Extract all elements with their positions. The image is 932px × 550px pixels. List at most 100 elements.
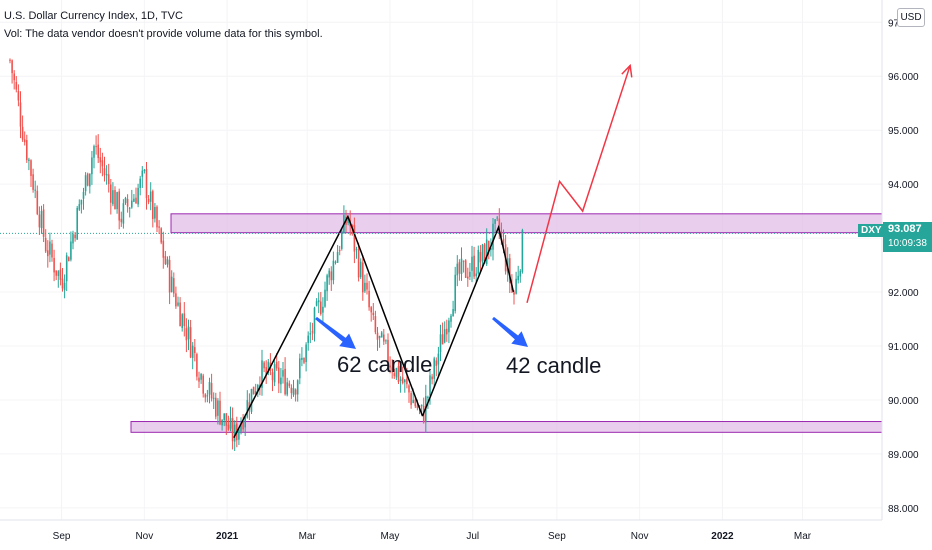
candle-body	[280, 377, 282, 385]
candle-body	[110, 184, 112, 203]
candle-body	[364, 282, 366, 292]
candle-body	[149, 191, 152, 202]
y-tick-label: 95.000	[888, 126, 919, 137]
last-price-value: 93.087	[888, 223, 922, 235]
candle-body	[372, 312, 375, 316]
candle-body	[292, 388, 295, 395]
candle-body	[368, 290, 370, 308]
candle-body	[93, 146, 95, 158]
candle-body	[196, 354, 198, 377]
candle-body	[330, 271, 333, 281]
candle-body	[485, 239, 488, 265]
candle-body	[385, 340, 387, 342]
y-tick-label: 91.000	[888, 342, 919, 353]
candle-body	[175, 293, 177, 307]
candle-body	[32, 174, 34, 190]
candle-body	[437, 353, 440, 365]
pattern-line	[421, 224, 515, 417]
candle-body	[452, 309, 454, 317]
candle-body	[290, 387, 293, 394]
candle-body	[341, 231, 343, 249]
candle-body	[278, 367, 280, 384]
candle-body	[439, 334, 442, 353]
candle-body	[173, 278, 175, 294]
x-tick-label: Sep	[548, 531, 566, 542]
candle-body	[137, 187, 139, 205]
x-tick-label: 2022	[711, 531, 734, 542]
x-tick-label: Nov	[135, 531, 153, 542]
candle-body	[116, 192, 118, 210]
candle-body	[357, 249, 360, 278]
candle-body	[76, 207, 78, 240]
candle-body	[275, 362, 278, 369]
bar-countdown: 10:09:38	[888, 238, 927, 249]
candle-body	[303, 357, 305, 363]
candle-body	[471, 256, 473, 271]
candle-body	[513, 292, 515, 295]
candle-body	[250, 388, 253, 412]
candle-body	[282, 370, 284, 377]
resistance-zone	[170, 213, 883, 234]
candlestick-series	[9, 58, 524, 451]
candle-body	[145, 169, 148, 199]
candle-body	[97, 144, 99, 159]
candle-body	[254, 391, 257, 395]
currency-button[interactable]: USD	[897, 8, 925, 27]
candle-body	[229, 417, 232, 429]
pattern-lines	[233, 214, 515, 439]
candle-body	[147, 198, 150, 203]
candle-body	[11, 60, 13, 74]
candle-body	[317, 300, 320, 303]
candle-body	[399, 379, 402, 381]
candle-body	[307, 335, 309, 343]
candle-body	[456, 263, 459, 276]
candle-body	[328, 270, 330, 278]
volume-note: Vol: The data vendor doesn't provide vol…	[4, 28, 323, 40]
candle-body	[166, 259, 169, 265]
candle-body	[168, 259, 171, 293]
grid-lines	[0, 0, 882, 520]
candle-body	[30, 160, 32, 176]
candle-body	[313, 307, 316, 334]
candle-body	[320, 301, 322, 315]
candle-body	[267, 361, 270, 374]
candle-body	[44, 237, 47, 252]
candle-body	[120, 218, 123, 223]
candle-body	[124, 197, 127, 203]
annotation-42-candle: 42 candle	[506, 353, 601, 378]
candle-body	[460, 258, 463, 274]
candle-body	[347, 219, 349, 224]
candle-body	[210, 383, 213, 399]
candle-body	[61, 278, 64, 289]
candle-body	[404, 379, 406, 383]
candle-body	[68, 257, 70, 262]
candle-body	[271, 372, 274, 381]
candle-body	[370, 307, 372, 313]
candle-body	[187, 326, 190, 340]
candle-body	[257, 385, 259, 392]
candle-body	[481, 244, 484, 262]
candle-body	[70, 241, 72, 260]
candle-body	[464, 260, 467, 278]
candle-body	[240, 423, 242, 432]
candle-body	[189, 327, 192, 358]
candle-body	[324, 289, 326, 307]
candle-body	[502, 238, 505, 244]
candle-body	[517, 275, 519, 281]
candle-body	[261, 360, 263, 388]
candle-body	[225, 413, 228, 426]
candle-body	[59, 269, 62, 280]
y-tick-label: 92.000	[888, 288, 919, 299]
time-axis[interactable]: Sep Nov 2021 Mar May Jul Sep Nov 2022 Mar	[53, 531, 812, 542]
candle-body	[223, 413, 225, 421]
symbol-tag: DXY	[858, 224, 885, 237]
candle-body	[114, 190, 116, 210]
candle-body	[393, 373, 396, 376]
candle-body	[200, 374, 202, 380]
candle-body	[311, 331, 314, 333]
candle-body	[19, 102, 22, 127]
candle-body	[469, 271, 471, 277]
candle-body	[55, 270, 57, 276]
candle-body	[322, 306, 324, 313]
